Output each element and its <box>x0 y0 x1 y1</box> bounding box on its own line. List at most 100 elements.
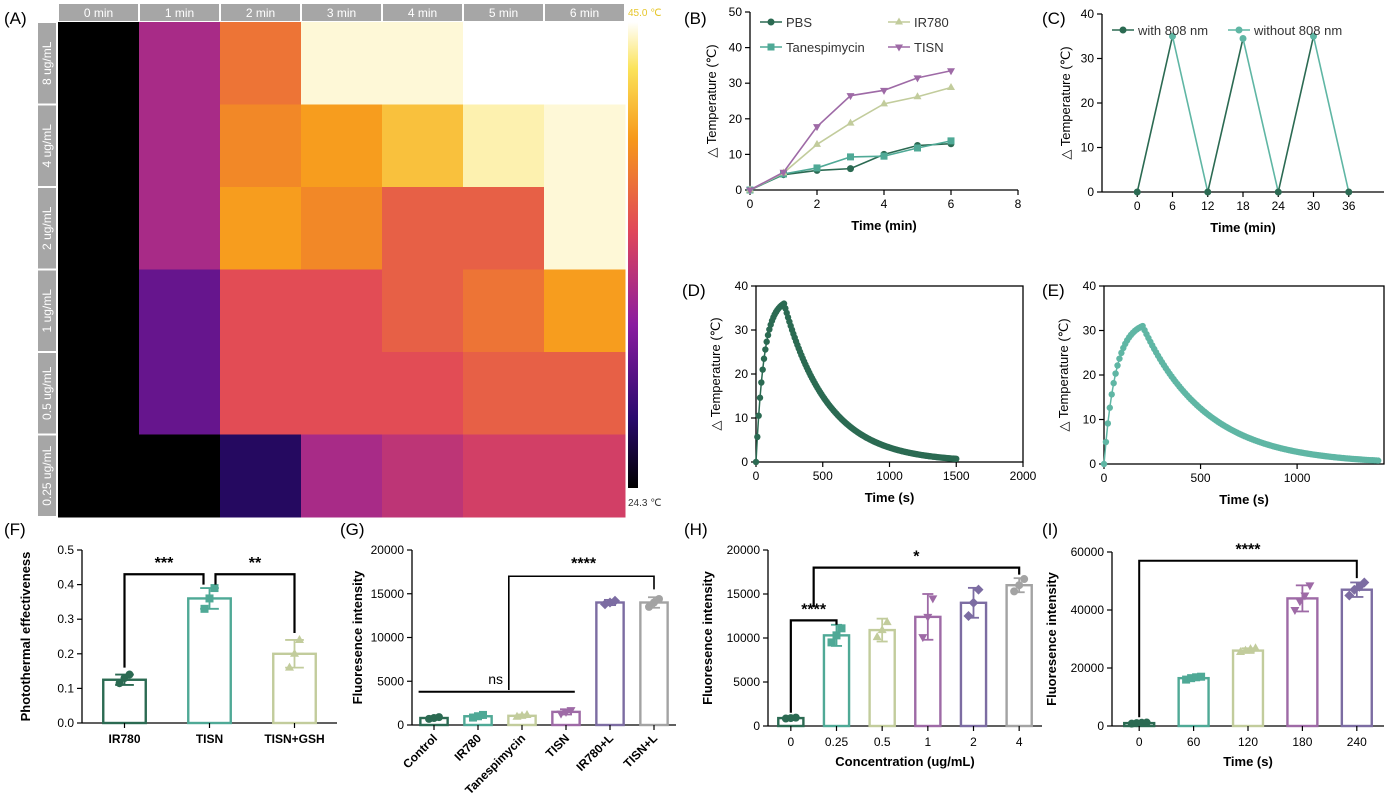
y-tick-label: 30 <box>1083 324 1097 338</box>
y-axis-title: △ Temperature (℃) <box>1056 318 1071 431</box>
data-point <box>1100 460 1108 468</box>
heatmap-row-label: 0.5 ug/mL <box>40 366 54 420</box>
x-axis-title: Time (s) <box>865 490 915 505</box>
data-point <box>1106 404 1113 411</box>
bar <box>1177 676 1210 728</box>
data-point <box>767 18 775 26</box>
panel-e: 0 10 20 30 40 0 500 1000 Time (s) △ Temperature (… <box>1042 279 1385 507</box>
x-tick-label: 0 <box>747 197 754 211</box>
y-tick-label: 0 <box>741 455 748 469</box>
data-point <box>947 137 955 145</box>
x-tick-label: TISN+GSH <box>264 732 324 746</box>
legend-label: TISN <box>914 40 944 55</box>
data-point <box>1295 598 1305 607</box>
heatmap-header-label: 0 min <box>84 6 113 20</box>
y-tick-label: 20000 <box>727 543 761 557</box>
significance-label: **** <box>571 555 597 572</box>
heatmap-row-header-cell <box>38 435 56 516</box>
series-line-segment <box>1171 36 1209 193</box>
y-axis-title: Fluoresence intensity <box>700 570 715 704</box>
data-point <box>115 679 124 688</box>
heatmap-cell <box>382 187 464 270</box>
y-axis-title: △ Temperature (℃) <box>708 317 723 430</box>
data-point <box>754 433 761 441</box>
heatmap-row-header-cell <box>38 353 56 434</box>
data-point <box>1110 379 1117 387</box>
series-line-segment <box>1242 38 1280 193</box>
heatmap-row-header-cell <box>38 270 56 351</box>
data-point <box>872 632 882 641</box>
y-tick-label: 0.5 <box>57 543 74 557</box>
y-tick-label: 10 <box>729 147 743 161</box>
legend-label: without 808 nm <box>1253 23 1342 38</box>
heatmap-header-label: 5 min <box>489 6 518 20</box>
x-tick-label: 1000 <box>1284 471 1311 485</box>
data-point <box>200 604 209 613</box>
data-point <box>756 394 764 401</box>
data-point <box>1169 32 1176 40</box>
significance-bracket <box>214 573 296 634</box>
heatmap-cell <box>544 187 626 270</box>
heatmap-cell <box>58 352 140 435</box>
x-tick-label: 0 <box>1101 471 1108 485</box>
heatmap-cell <box>463 22 545 105</box>
panel-i: 0 20000 40000 60000 Time (s) Fluoresence inte… <box>1042 520 1384 769</box>
heatmap-cell <box>544 22 626 105</box>
heatmap-cell <box>382 269 464 353</box>
data-point <box>918 634 928 643</box>
y-tick-label: 50 <box>729 5 743 19</box>
x-tick-label: 0 <box>1136 735 1143 749</box>
heatmap-cell <box>301 22 383 105</box>
data-point <box>847 165 854 173</box>
series-line-segment <box>1312 36 1350 193</box>
data-point <box>1310 32 1317 40</box>
data-point <box>913 75 922 83</box>
y-tick-label: 20 <box>1081 96 1095 110</box>
data-point <box>1114 362 1121 369</box>
data-point <box>1204 188 1212 196</box>
data-point <box>947 82 955 90</box>
data-point <box>914 144 921 152</box>
data-point <box>522 709 532 718</box>
data-point <box>1290 607 1300 615</box>
y-tick-label: 0 <box>753 719 760 733</box>
x-tick-label: IR780 <box>452 731 485 764</box>
temperature-curve <box>755 302 957 463</box>
heatmap-cell <box>139 187 221 270</box>
heatmap-cell <box>220 104 302 188</box>
heatmap-cell <box>544 269 626 353</box>
data-point <box>1345 188 1353 196</box>
panel-label: (C) <box>1042 9 1066 28</box>
heatmap-cell <box>463 269 545 353</box>
data-point <box>755 412 762 419</box>
x-axis-title: Time (s) <box>1223 754 1273 769</box>
bar <box>187 597 232 725</box>
temperature-curve <box>1103 325 1379 465</box>
data-point <box>1251 643 1260 652</box>
data-point <box>1015 581 1024 590</box>
x-tick-label: TISN+L <box>621 731 660 770</box>
y-tick-label: 10000 <box>371 631 405 645</box>
heatmap-cell <box>220 187 302 270</box>
legend-label: Tanespimycin <box>786 40 865 55</box>
data-point <box>877 625 887 634</box>
heatmap-cell <box>463 434 545 518</box>
y-tick-label: 40 <box>1081 7 1095 21</box>
heatmap-header-cell <box>545 4 624 21</box>
heatmap-cell <box>544 352 626 435</box>
x-tick-label: 180 <box>1292 735 1312 749</box>
heatmap-cell <box>58 22 140 105</box>
data-point <box>1102 438 1110 446</box>
x-tick-label: 500 <box>1191 471 1211 485</box>
legend-label: PBS <box>786 15 812 30</box>
data-point <box>1375 457 1382 464</box>
x-tick-label: 2 <box>814 197 821 211</box>
data-point <box>913 92 922 100</box>
heatmap-header-label: 6 min <box>570 6 599 20</box>
heatmap-header-label: 3 min <box>327 6 356 20</box>
y-tick-label: 20000 <box>371 543 405 557</box>
y-tick-label: 0 <box>397 718 404 732</box>
heatmap-header-cell <box>59 4 138 21</box>
heatmap-row-label: 4 ug/mL <box>40 124 54 168</box>
heatmap-cell <box>301 352 383 435</box>
